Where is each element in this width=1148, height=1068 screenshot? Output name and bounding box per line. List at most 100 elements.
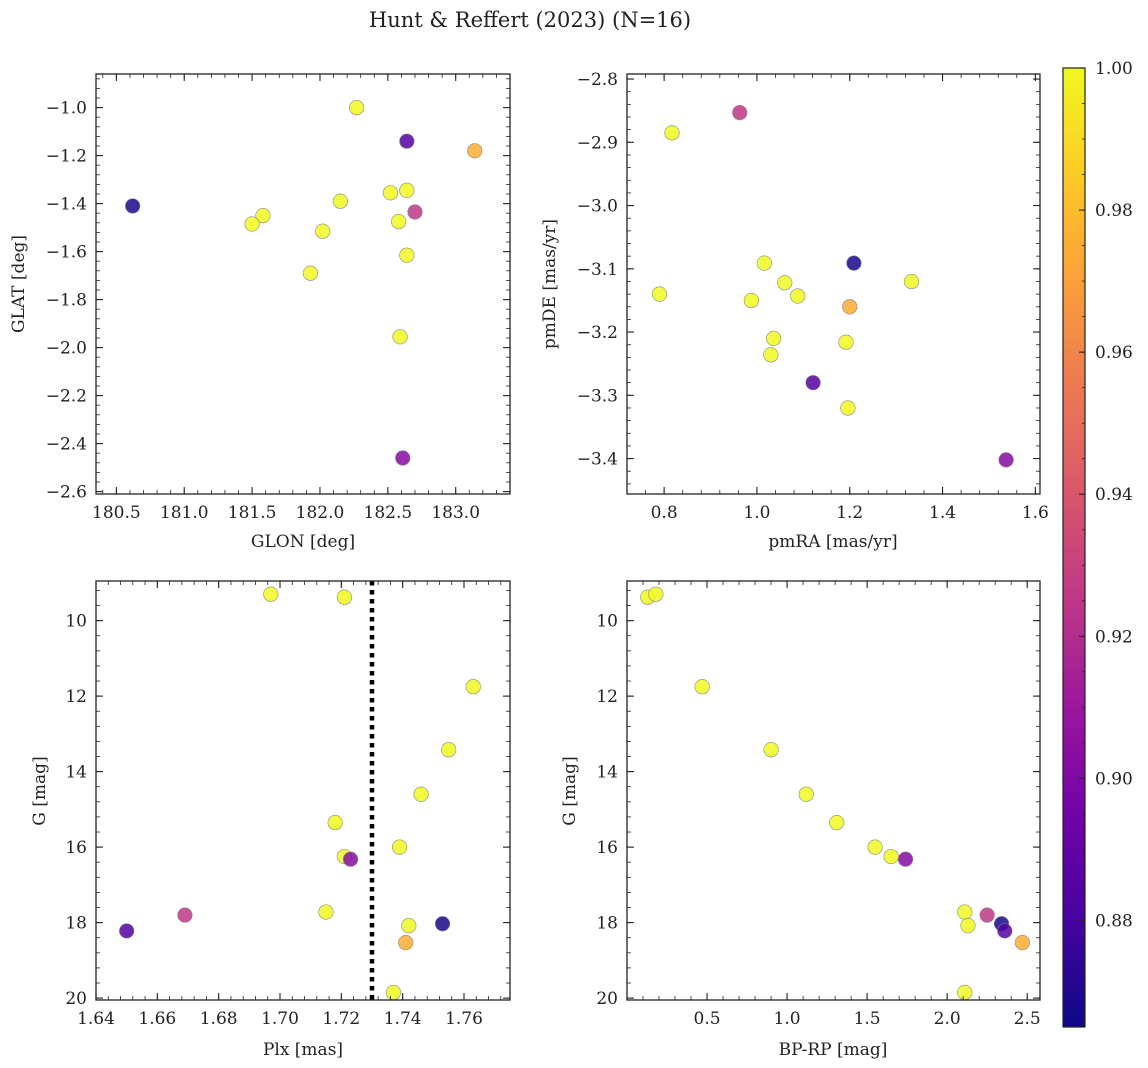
star-point (846, 255, 862, 271)
x-tick-label: 1.0 (743, 503, 770, 523)
star-point (119, 923, 135, 939)
star-point (399, 182, 415, 198)
star-point (434, 916, 451, 932)
star-point (342, 851, 359, 867)
star-point (798, 786, 814, 802)
y-tick-label: −1.8 (46, 291, 87, 311)
x-tick-label: 1.70 (261, 1009, 299, 1029)
y-tick-label: −2.4 (46, 435, 87, 455)
star-point (840, 400, 856, 416)
y-tick-label: 12 (596, 687, 618, 707)
colorbar-tick-label: 0.98 (1095, 201, 1133, 221)
glat-axis-label: GLAT [deg] (9, 235, 29, 333)
star-point (790, 288, 806, 304)
y-tick-label: −2.0 (46, 339, 87, 359)
y-tick-label: −1.4 (46, 195, 87, 215)
y-tick-label: 10 (596, 612, 618, 632)
x-tick-label: 1.76 (445, 1009, 483, 1029)
star-point (398, 935, 414, 951)
star-point (336, 589, 353, 605)
star-point (399, 247, 415, 263)
star-point (385, 984, 402, 1001)
star-point (177, 907, 193, 923)
x-tick-label: 0.8 (651, 503, 678, 523)
pmra-axis-label: pmRA [mas/yr] (768, 532, 897, 552)
x-tick-label: 1.0 (774, 1009, 801, 1029)
star-point (315, 223, 331, 239)
panel-plx-g: 1.64 1.66 1.68 1.70 1.72 1.74 1.76 10 12 14 16 18 20… (30, 580, 511, 1060)
x-tick-label: 180.5 (92, 503, 141, 523)
star-point (401, 918, 417, 934)
star-point (766, 330, 782, 346)
colorbar-tick-label: 0.92 (1095, 627, 1133, 647)
glon-axis-label: GLON [deg] (251, 532, 355, 552)
y-tick-label: −3.3 (577, 386, 618, 406)
star-point (732, 104, 748, 121)
y-tick-label: −1.2 (46, 147, 87, 167)
star-point (743, 292, 759, 309)
star-point (302, 265, 319, 281)
star-point (263, 586, 279, 602)
x-tick-label: 1.6 (1022, 503, 1049, 523)
star-point (842, 299, 858, 315)
star-point (413, 786, 429, 802)
star-point (467, 143, 483, 159)
star-point (838, 334, 854, 350)
figure-title: Hunt & Reffert (2023) (N=16) (369, 8, 691, 32)
x-tick-label: 183.0 (431, 503, 480, 523)
bprp-g-points (640, 586, 1030, 1001)
star-point (897, 851, 914, 867)
star-point (903, 273, 920, 290)
colorbar-tick-label: 0.88 (1095, 911, 1133, 931)
x-tick-label: 182.5 (364, 503, 413, 523)
star-point (957, 984, 973, 1001)
star-point (777, 275, 793, 291)
colorbar-tick-label: 0.96 (1095, 343, 1133, 363)
star-point (763, 742, 779, 758)
y-tick-label: 12 (65, 687, 87, 707)
x-tick-label: 1.4 (929, 503, 956, 523)
y-tick-label: −2.2 (46, 387, 87, 407)
bprp-g-axes: 0.5 1.0 1.5 2.0 2.5 10 12 14 16 18 20 (596, 580, 1041, 1029)
star-point (441, 742, 457, 758)
star-point (395, 450, 411, 466)
star-point (997, 923, 1013, 939)
axes-frame (95, 580, 511, 1001)
axes-frame (626, 580, 1041, 1001)
x-tick-label: 1.5 (854, 1009, 881, 1029)
pmra-pmde-points (651, 104, 1014, 468)
colorbar: 0.88 0.90 0.92 0.94 0.96 0.98 1.00 (1062, 59, 1133, 1028)
y-tick-label: −3.2 (577, 323, 618, 343)
star-point (756, 255, 772, 271)
plx-g-axes: 1.64 1.66 1.68 1.70 1.72 1.74 1.76 10 12 14 16 18 20 (65, 580, 511, 1029)
star-point (349, 99, 365, 116)
star-point (327, 814, 343, 831)
star-point (998, 452, 1014, 468)
y-tick-label: 18 (65, 914, 87, 934)
bprp-g-axis-label: G [mag] (560, 756, 580, 825)
y-tick-label: −1.6 (46, 243, 87, 263)
y-tick-label: 14 (65, 763, 87, 783)
plx-axis-label: Plx [mas] (263, 1040, 343, 1060)
y-tick-label: −3.4 (577, 450, 618, 470)
colorbar-gradient (1062, 67, 1086, 1028)
y-tick-label: 18 (596, 914, 618, 934)
x-tick-label: 2.0 (934, 1009, 961, 1029)
y-tick-label: −3.1 (577, 260, 618, 280)
star-point (957, 904, 973, 920)
panel-pmra-pmde: 0.8 1.0 1.2 1.4 1.6 −3.4 −3.3 −3.2 −3.1 −3.0 −2.9 −… (540, 70, 1049, 552)
panel-glon-glat: 180.5 181.0 181.5 182.0 182.5 183.0 −2.6 −2.4 −2… (9, 73, 511, 552)
star-point (763, 347, 779, 363)
y-tick-label: 14 (596, 763, 618, 783)
star-point (332, 193, 348, 209)
bprp-axis-label: BP-RP [mag] (779, 1040, 888, 1060)
x-tick-label: 1.74 (384, 1009, 422, 1029)
star-point (391, 214, 407, 230)
glon-glat-axes: 180.5 181.0 181.5 182.0 182.5 183.0 −2.6 −2.4 −2… (46, 73, 511, 523)
star-point (255, 208, 271, 224)
y-tick-label: −2.9 (577, 133, 618, 153)
y-tick-label: −3.0 (577, 197, 618, 217)
plx-g-points (119, 581, 481, 1001)
colorbar-tick-label: 0.90 (1095, 769, 1133, 789)
